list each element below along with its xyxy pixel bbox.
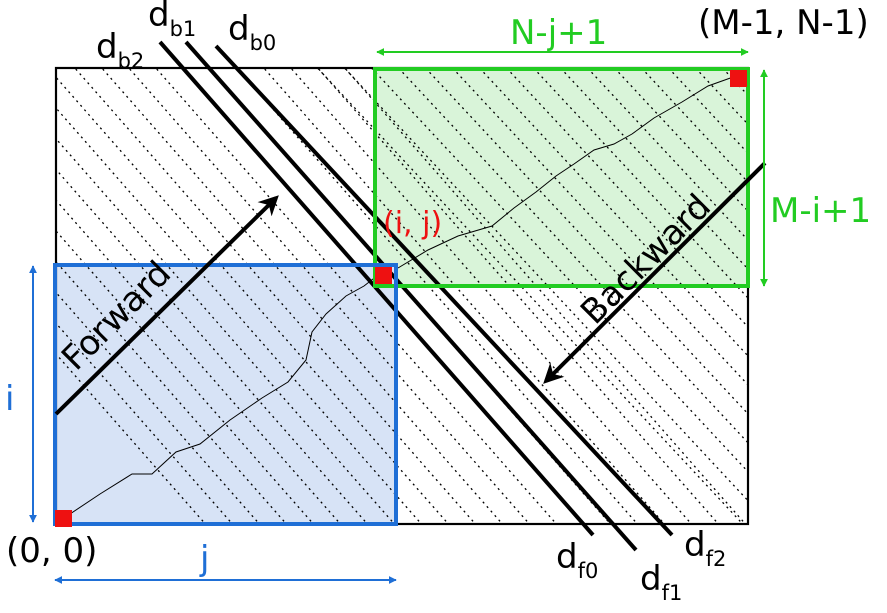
corner-origin-label: (0, 0)	[6, 531, 97, 571]
dotted-diagonal	[343, 68, 747, 524]
line-db2-df0	[158, 40, 595, 537]
marker-ij	[375, 267, 392, 284]
blue-width-label: j	[199, 539, 209, 579]
dotted-diagonal	[56, 352, 207, 524]
dotted-diagonal	[154, 68, 558, 524]
dotted-diagonal	[316, 68, 720, 524]
dotted-diagonal	[729, 46, 887, 535]
df1-label: df1	[640, 559, 682, 605]
db0-label: db0	[228, 9, 276, 55]
dotted-diagonal	[56, 291, 261, 524]
forward-region-border	[53, 263, 398, 526]
green-width-label: N-j+1	[510, 13, 607, 53]
marker-origin	[55, 510, 72, 527]
green-height-label: M-i+1	[770, 191, 871, 231]
df2-label: df2	[684, 525, 726, 571]
point-ij-label: (i, j)	[383, 206, 442, 241]
dotted-diagonal	[756, 46, 887, 535]
dotted-diagonal	[127, 68, 531, 524]
forward-arrow	[54, 195, 279, 416]
dotted-diagonal	[56, 199, 342, 524]
dotted-diagonal	[56, 168, 369, 524]
db1-label: db1	[148, 0, 196, 41]
corner-top-right-label: (M-1, N-1)	[698, 3, 869, 43]
db2-label: db2	[96, 27, 144, 73]
dotted-diagonal	[56, 107, 423, 524]
dotted-diagonal	[73, 68, 477, 524]
backward-arrow	[543, 161, 767, 384]
line-db1-df1	[184, 40, 638, 552]
dotted-diagonal	[56, 76, 450, 524]
dotted-diagonal	[262, 68, 666, 524]
dotted-diagonal	[56, 137, 396, 524]
marker-top-right	[730, 70, 747, 87]
forward-path	[63, 271, 383, 519]
dotted-diagonal	[56, 260, 288, 524]
dotted-diagonal	[56, 322, 234, 524]
dotted-diagonal	[100, 68, 504, 524]
forward-region	[55, 265, 396, 524]
blue-height-label: i	[5, 379, 14, 419]
dotted-diagonal	[289, 68, 693, 524]
backward-path	[397, 75, 737, 269]
df0-label: df0	[556, 537, 598, 583]
line-db0-df2	[214, 44, 674, 537]
dotted-diagonal	[56, 230, 315, 524]
backward-region	[375, 69, 748, 286]
